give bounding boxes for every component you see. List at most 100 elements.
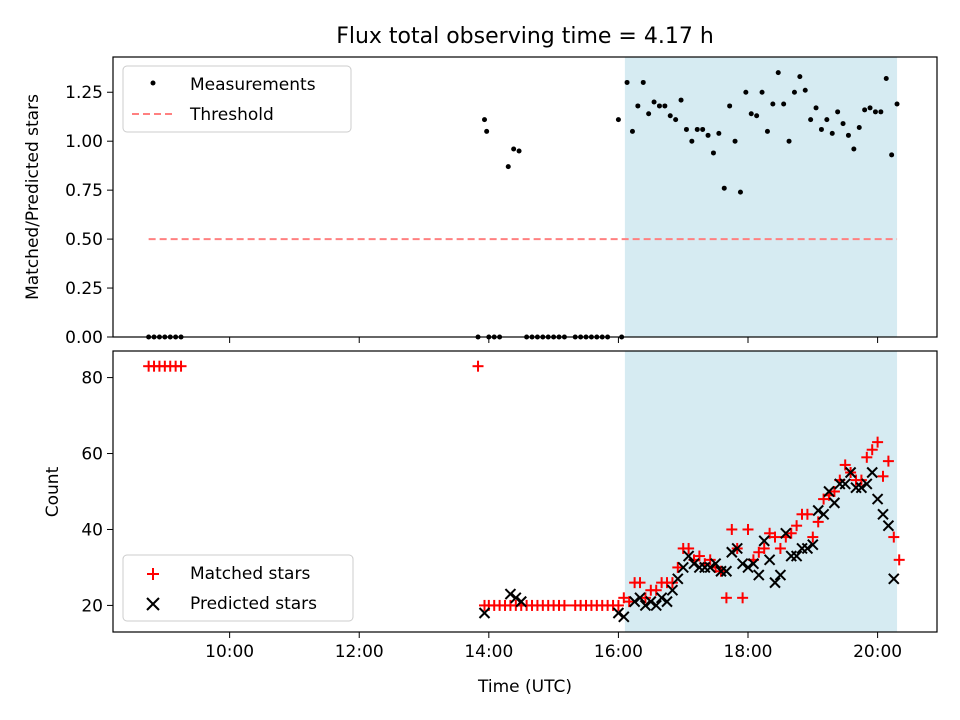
- y-tick-label: 0.75: [65, 181, 103, 201]
- measurement-point: [851, 146, 857, 152]
- measurement-point: [710, 150, 716, 156]
- predicted-star-point: [731, 542, 743, 555]
- predicted-star-point: [672, 573, 684, 585]
- y-tick-label: 20: [81, 596, 103, 616]
- x-tick-label: 14:00: [464, 642, 513, 662]
- matched-star-point: [807, 531, 819, 543]
- matched-star-point: [769, 531, 781, 543]
- predicted-star-point: [828, 497, 841, 509]
- measurement-point: [764, 128, 770, 134]
- measurement-point: [737, 189, 743, 195]
- top-axes-frame: [112, 56, 938, 338]
- measurement-point: [845, 132, 851, 138]
- measurement-point: [813, 105, 819, 111]
- measurement-point: [683, 126, 689, 132]
- matched-star-point: [774, 542, 786, 554]
- predicted-star-point: [677, 561, 689, 574]
- measurement-point: [482, 117, 488, 123]
- x-axis-label: Time (UTC): [477, 677, 572, 697]
- bottom-marks: [143, 360, 905, 623]
- top-x-ticks: [229, 337, 879, 343]
- predicted-star-point: [504, 588, 517, 600]
- measurement-point: [889, 152, 895, 158]
- measurement-point: [727, 103, 733, 109]
- measurement-point: [505, 164, 511, 170]
- matched-star-point: [175, 360, 187, 372]
- y-tick-label: 1.25: [65, 83, 103, 103]
- matched-star-point: [472, 360, 484, 372]
- predicted-star-point: [634, 592, 646, 604]
- measurement-point: [802, 87, 808, 93]
- matched-star-point: [666, 577, 678, 589]
- measurement-point: [894, 101, 900, 107]
- matched-star-point: [839, 459, 851, 471]
- legend-threshold-label: Threshold: [189, 105, 274, 125]
- measurement-point: [667, 113, 673, 119]
- legend-matched-label: Matched stars: [190, 564, 310, 584]
- predicted-star-point: [639, 599, 652, 612]
- measurement-point: [797, 74, 803, 80]
- matched-star-point: [785, 527, 797, 539]
- matched-star-point: [812, 516, 824, 528]
- bottom-y-axis-label: Count: [43, 466, 63, 517]
- measurement-point: [705, 132, 711, 138]
- legend-predicted-marker: [146, 597, 160, 611]
- y-tick-label: 80: [81, 369, 103, 389]
- measurement-point: [808, 117, 814, 123]
- matched-star-point: [623, 596, 635, 608]
- predicted-star-point: [871, 493, 884, 505]
- measurement-point: [615, 117, 621, 123]
- predicted-star-point: [478, 607, 491, 619]
- measurement-point: [867, 105, 873, 111]
- measurement-point: [651, 99, 657, 105]
- predicted-star-point: [801, 542, 814, 555]
- legend-measurements-marker: [150, 80, 156, 86]
- top-shaded-interval: [624, 57, 898, 337]
- predicted-star-point: [742, 561, 754, 574]
- predicted-star-point: [769, 576, 781, 589]
- measurement-point: [678, 97, 684, 103]
- measurement-point: [786, 138, 792, 144]
- top-marks: [146, 70, 900, 340]
- bottom-x-ticks: 10:00 12:00 14:00 16:00 18:00 20:00: [205, 632, 902, 662]
- figure-title: Flux total observing time = 4.17 h: [336, 24, 714, 49]
- matched-star-point: [828, 486, 840, 497]
- measurement-point: [624, 79, 630, 85]
- matched-star-point: [866, 444, 878, 456]
- measurement-point: [775, 70, 781, 76]
- measurement-point: [743, 89, 749, 95]
- measurement-point: [862, 107, 868, 113]
- top-panel: 0.00 0.25 0.50 0.75 1.00 1.25 Matched/Predict…: [23, 56, 938, 348]
- y-tick-label: 0.25: [65, 279, 103, 299]
- matched-star-point: [791, 520, 803, 532]
- matched-star-point: [639, 592, 651, 604]
- predicted-star-point: [747, 557, 760, 570]
- predicted-star-point: [790, 550, 803, 562]
- measurement-point: [646, 111, 652, 117]
- measurement-point: [716, 130, 722, 136]
- predicted-star-point: [758, 535, 770, 547]
- predicted-star-point: [704, 561, 716, 574]
- measurement-point: [640, 79, 646, 85]
- predicted-star-point: [823, 485, 835, 498]
- predicted-star-point: [645, 595, 657, 608]
- predicted-star-point: [515, 595, 527, 608]
- predicted-star-point: [726, 546, 738, 558]
- bottom-axes-frame: [112, 350, 938, 633]
- predicted-star-point: [720, 565, 733, 577]
- predicted-star-point: [774, 569, 787, 581]
- matched-star-point: [683, 542, 695, 554]
- predicted-star-point: [861, 478, 873, 490]
- legend-measurements-label: Measurements: [190, 75, 316, 95]
- top-legend[interactable]: Measurements Threshold: [122, 65, 352, 133]
- predicted-star-point: [882, 519, 895, 532]
- bottom-legend-box: [122, 554, 354, 622]
- predicted-star-point: [612, 607, 625, 619]
- measurement-point: [781, 101, 787, 107]
- measurement-point: [770, 101, 776, 107]
- bottom-legend[interactable]: Matched stars Predicted stars: [122, 554, 354, 622]
- predicted-star-point: [888, 573, 900, 585]
- measurement-point: [872, 109, 878, 115]
- predicted-star-point: [666, 584, 679, 596]
